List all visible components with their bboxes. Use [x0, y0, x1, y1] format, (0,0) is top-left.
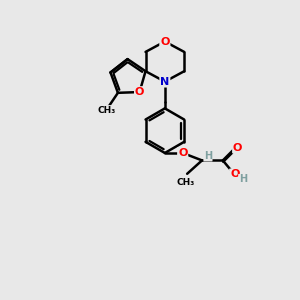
- Text: H: H: [239, 174, 247, 184]
- Text: N: N: [160, 76, 170, 87]
- Text: CH₃: CH₃: [97, 106, 116, 115]
- Text: H: H: [204, 151, 212, 161]
- Text: CH₃: CH₃: [176, 178, 195, 187]
- Text: O: O: [160, 37, 170, 46]
- Text: O: O: [178, 148, 188, 158]
- Text: O: O: [233, 142, 242, 153]
- Text: O: O: [135, 87, 144, 97]
- Text: O: O: [230, 169, 239, 179]
